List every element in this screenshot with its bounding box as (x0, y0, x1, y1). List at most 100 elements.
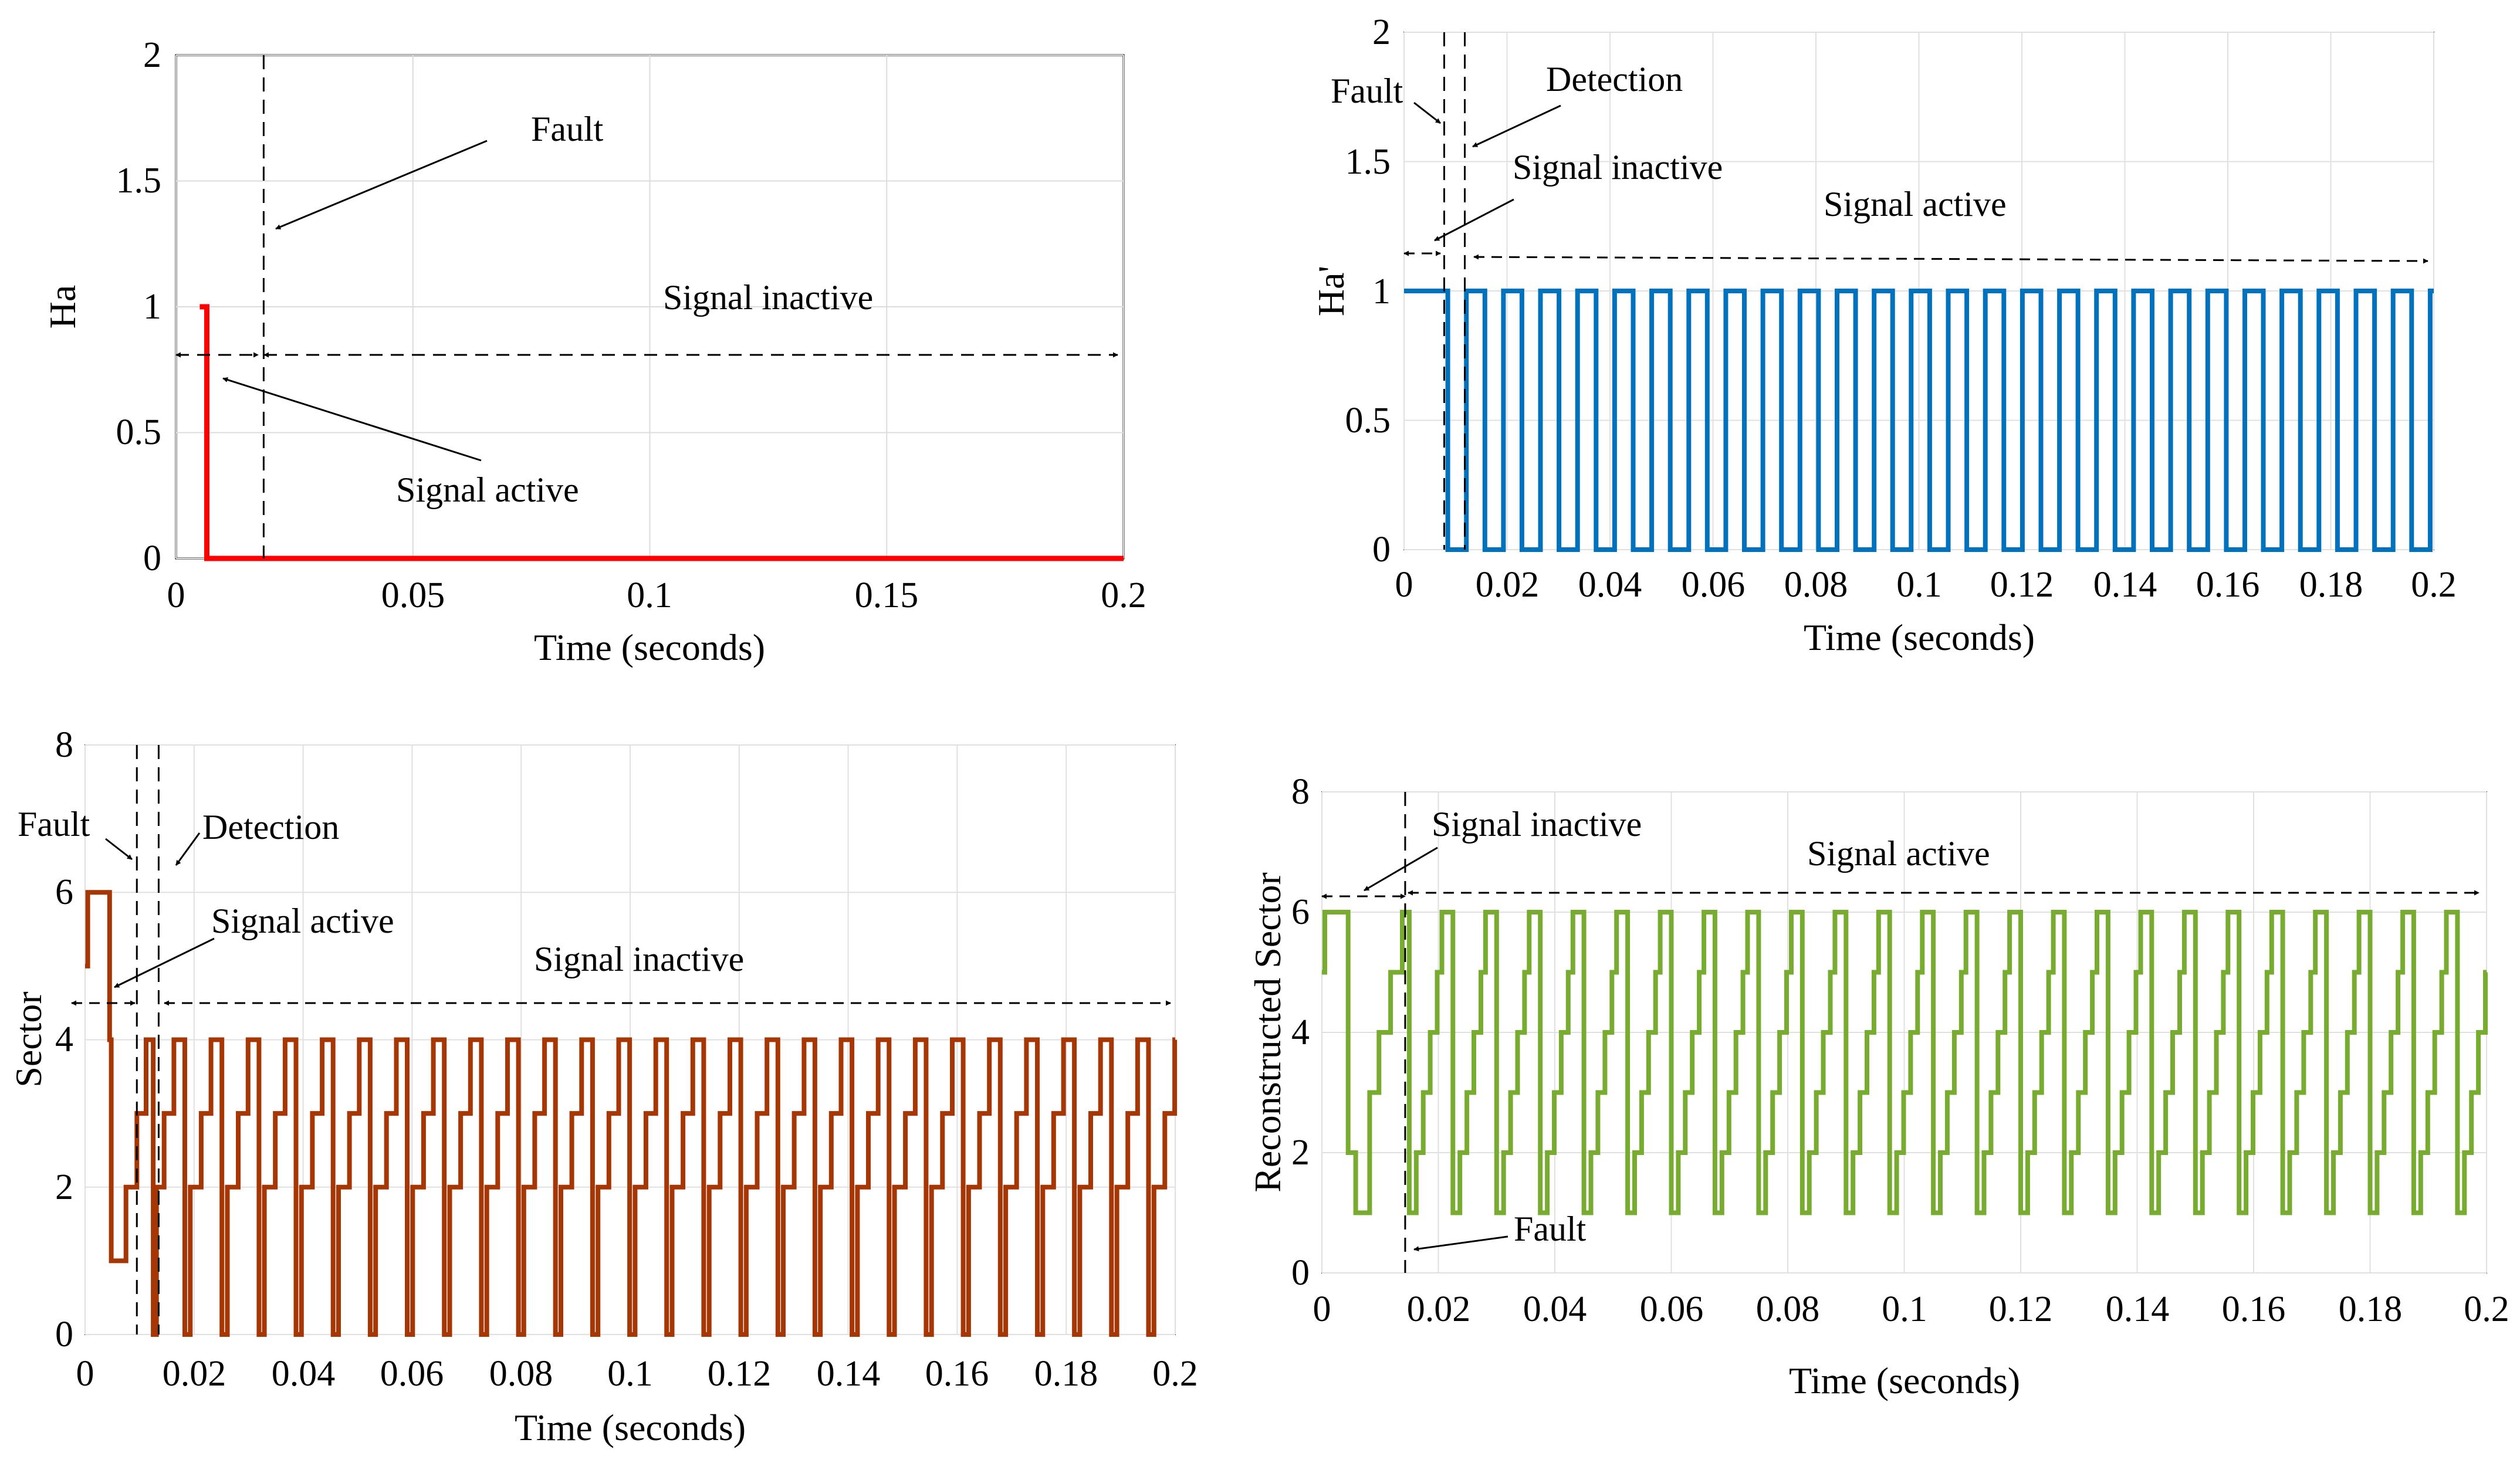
arrow-signal-inactive (1364, 846, 1438, 892)
x-tick-label: 0 (76, 1354, 94, 1394)
y-tick-label: 0 (1291, 1253, 1310, 1293)
x-axis-label: Time (seconds) (534, 626, 765, 668)
x-tick-label: 0.2 (1101, 575, 1146, 615)
x-tick-label: 0.12 (1990, 565, 2054, 605)
x-tick-label: 0.16 (2222, 1289, 2286, 1329)
annotation-fault: Fault (531, 110, 604, 148)
x-tick-label: 0.16 (925, 1354, 989, 1394)
annotation-signal-inactive: Signal inactive (1432, 805, 1642, 844)
y-axis-label: Ha' (1310, 266, 1352, 316)
data-series-group (1322, 792, 2488, 1273)
y-tick-label: 4 (1291, 1012, 1310, 1052)
arrow-fault (1413, 101, 1441, 124)
y-tick-label: 0.5 (1345, 401, 1391, 441)
tick-labels: 0 0.02 0.04 0.06 0.08 0.1 0.12 0.14 0.16… (1291, 772, 2509, 1329)
y-tick-label: 1.5 (1345, 142, 1391, 182)
x-tick-label: 0.12 (708, 1354, 772, 1394)
x-tick-label: 0.08 (1784, 565, 1848, 605)
span-arrow-active (1473, 254, 2428, 264)
series-line (85, 890, 1178, 1337)
x-tick-label: 0.04 (1578, 565, 1642, 605)
arrow-detection (175, 832, 201, 866)
annotation-fault: Fault (18, 805, 90, 844)
x-tick-label: 0.2 (2464, 1289, 2509, 1329)
y-tick-label: 1.5 (116, 161, 162, 201)
annotation-signal-active: Signal active (396, 470, 579, 509)
x-tick-label: 0.18 (1034, 1354, 1098, 1394)
annotation-signal-inactive: Signal inactive (1513, 148, 1723, 187)
x-tick-label: 0.14 (2106, 1289, 2170, 1329)
y-tick-label: 4 (55, 1019, 73, 1059)
arrow-fault (275, 140, 488, 230)
x-tick-label: 0.06 (1682, 565, 1746, 605)
y-axis-label: Reconstructed Sector (1247, 872, 1288, 1193)
y-tick-label: 2 (55, 1167, 73, 1207)
x-tick-label: 0.05 (381, 575, 445, 615)
x-axis-label: Time (seconds) (515, 1407, 746, 1448)
series-line (1322, 910, 2488, 1215)
x-tick-label: 0.1 (607, 1354, 653, 1394)
chart-ha: 0 0.05 0.1 0.15 0.2 0 0.5 1 1.5 2 Time (… (42, 35, 1146, 668)
x-tick-label: 0.1 (1882, 1289, 1927, 1329)
x-tick-label: 0.1 (1896, 565, 1942, 605)
chart-sector: 0 0.02 0.04 0.06 0.08 0.1 0.12 0.14 0.16… (8, 725, 1198, 1448)
x-tick-label: 0.18 (2339, 1289, 2403, 1329)
x-tick-label: 0.02 (1407, 1289, 1471, 1329)
y-tick-label: 2 (1291, 1133, 1310, 1173)
data-series-group (199, 55, 1124, 561)
annotation-signal-active: Signal active (1824, 185, 2007, 223)
x-tick-label: 0 (1395, 565, 1413, 605)
y-tick-label: 6 (55, 872, 73, 912)
y-tick-label: 0 (143, 538, 161, 578)
arrow-signal-inactive (1434, 198, 1514, 242)
y-tick-label: 1 (143, 287, 161, 327)
annotation-signal-active: Signal active (1807, 834, 1990, 873)
annotation-signal-inactive: Signal inactive (534, 940, 744, 978)
x-tick-label: 0.16 (2196, 565, 2260, 605)
annotation-signal-inactive: Signal inactive (663, 278, 873, 317)
y-tick-label: 2 (143, 35, 161, 75)
chart-reconstructed-sector: 0 0.02 0.04 0.06 0.08 0.1 0.12 0.14 0.16… (1247, 772, 2509, 1401)
tick-labels: 0 0.02 0.04 0.06 0.08 0.1 0.12 0.14 0.16… (55, 725, 1198, 1394)
x-tick-label: 0.06 (380, 1354, 444, 1394)
x-tick-label: 0.2 (1152, 1354, 1198, 1394)
annotation-fault: Fault (1331, 72, 1403, 110)
y-tick-label: 8 (1291, 772, 1310, 812)
annotation-detection: Detection (1546, 60, 1683, 99)
arrow-fault (1413, 1235, 1508, 1252)
y-axis-label: Ha (42, 285, 83, 329)
annotation-detection: Detection (202, 808, 339, 846)
y-tick-label: 0 (1372, 530, 1391, 570)
series-line (1404, 289, 2434, 552)
y-tick-label: 2 (1372, 12, 1391, 52)
x-tick-label: 0.06 (1640, 1289, 1704, 1329)
y-tick-label: 6 (1291, 892, 1310, 932)
x-axis-label: Time (seconds) (1804, 617, 2035, 658)
x-tick-label: 0.14 (2093, 565, 2157, 605)
x-tick-label: 0.18 (2299, 565, 2363, 605)
data-series-group (85, 745, 1178, 1337)
y-axis-label: Sector (8, 991, 49, 1088)
x-tick-label: 0 (1313, 1289, 1331, 1329)
x-tick-label: 0.02 (1476, 565, 1540, 605)
annotation-fault: Fault (1514, 1210, 1587, 1248)
x-tick-label: 0.14 (817, 1354, 881, 1394)
x-tick-label: 0 (167, 575, 185, 615)
annotation-signal-active: Signal active (211, 902, 394, 940)
series-line (199, 304, 1124, 561)
arrow-signal-active (114, 937, 215, 988)
y-tick-label: 0 (55, 1315, 73, 1354)
y-tick-label: 0.5 (116, 412, 162, 452)
x-tick-label: 0.04 (1523, 1289, 1587, 1329)
x-tick-label: 0.1 (627, 575, 672, 615)
tick-labels: 0 0.05 0.1 0.15 0.2 0 0.5 1 1.5 2 (116, 35, 1146, 615)
x-axis-label: Time (seconds) (1789, 1360, 2020, 1401)
x-tick-label: 0.15 (855, 575, 919, 615)
x-tick-label: 0.04 (272, 1354, 336, 1394)
chart-ha-prime: 0 0.02 0.04 0.06 0.08 0.1 0.12 0.14 0.16… (1310, 12, 2457, 658)
data-series-group (1404, 32, 2434, 552)
x-tick-label: 0.2 (2411, 565, 2457, 605)
y-tick-label: 1 (1372, 272, 1391, 311)
x-tick-label: 0.02 (163, 1354, 226, 1394)
